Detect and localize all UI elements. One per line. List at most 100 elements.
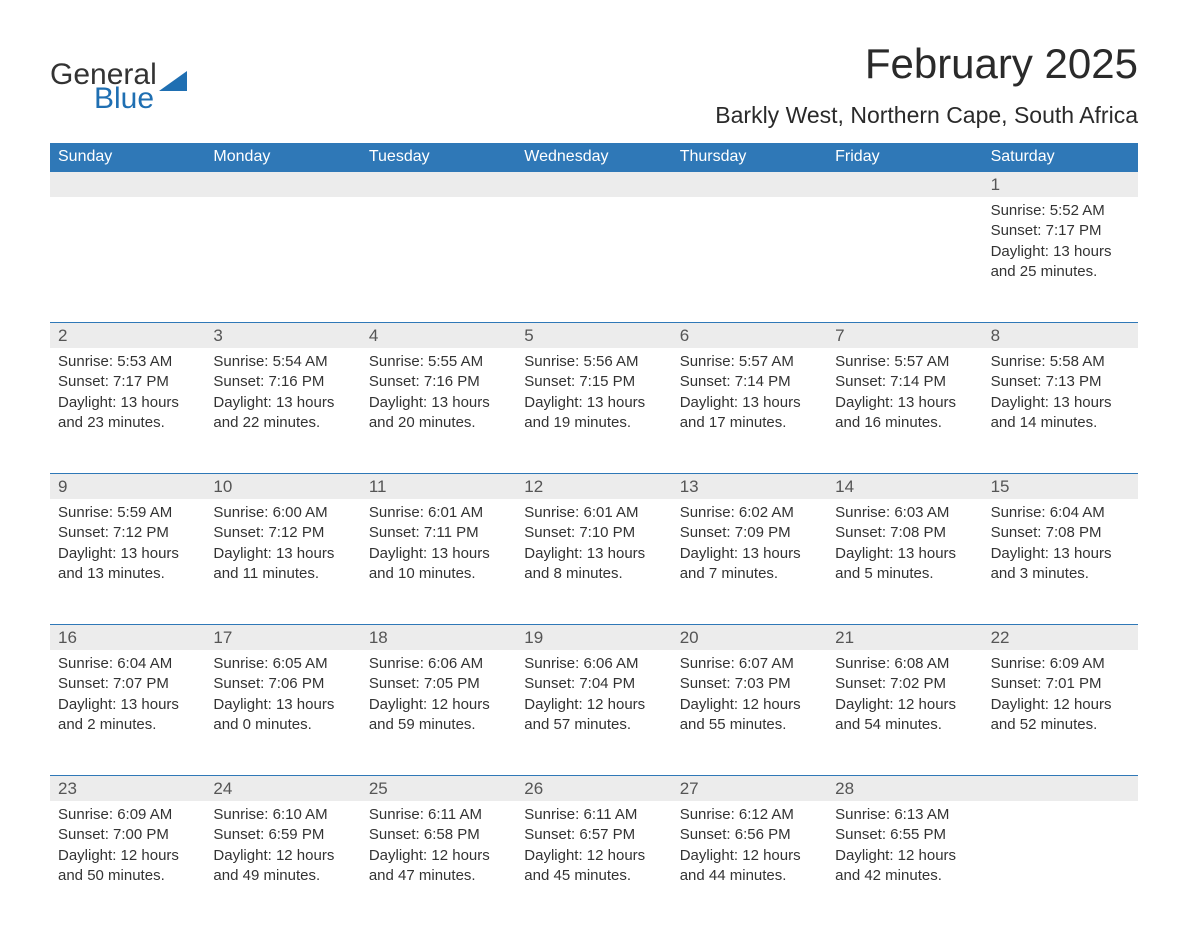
weekday-header: Monday — [205, 143, 360, 171]
day-cell: Sunrise: 6:10 AMSunset: 6:59 PMDaylight:… — [205, 801, 360, 926]
daylight-line: Daylight: 12 hours and 49 minutes. — [213, 846, 352, 887]
sunset-line: Sunset: 7:09 PM — [680, 523, 819, 543]
day-number: 20 — [672, 625, 827, 650]
day-number: 17 — [205, 625, 360, 650]
sunset-line: Sunset: 7:08 PM — [991, 523, 1130, 543]
daylight-line: Daylight: 13 hours and 20 minutes. — [369, 393, 508, 434]
weekday-header-row: SundayMondayTuesdayWednesdayThursdayFrid… — [50, 143, 1138, 171]
sunrise-line: Sunrise: 6:04 AM — [991, 503, 1130, 523]
day-number: 15 — [983, 474, 1138, 499]
day-cell: Sunrise: 5:56 AMSunset: 7:15 PMDaylight:… — [516, 348, 671, 473]
day-cell: Sunrise: 5:55 AMSunset: 7:16 PMDaylight:… — [361, 348, 516, 473]
day-number: 27 — [672, 776, 827, 801]
daylight-line: Daylight: 13 hours and 2 minutes. — [58, 695, 197, 736]
daylight-line: Daylight: 12 hours and 47 minutes. — [369, 846, 508, 887]
day-number: 22 — [983, 625, 1138, 650]
day-number-strip: 9101112131415 — [50, 473, 1138, 499]
daylight-line: Daylight: 12 hours and 50 minutes. — [58, 846, 197, 887]
day-number: 25 — [361, 776, 516, 801]
calendar: SundayMondayTuesdayWednesdayThursdayFrid… — [50, 143, 1138, 926]
daylight-line: Daylight: 12 hours and 54 minutes. — [835, 695, 974, 736]
daylight-line: Daylight: 12 hours and 45 minutes. — [524, 846, 663, 887]
title-block: February 2025 Barkly West, Northern Cape… — [715, 40, 1138, 137]
sunrise-line: Sunrise: 5:57 AM — [835, 352, 974, 372]
logo: General Blue — [50, 40, 187, 116]
logo-sail-icon — [159, 65, 187, 85]
sunrise-line: Sunrise: 6:05 AM — [213, 654, 352, 674]
week-block: 1Sunrise: 5:52 AMSunset: 7:17 PMDaylight… — [50, 171, 1138, 322]
day-number: 11 — [361, 474, 516, 499]
weekday-header: Thursday — [672, 143, 827, 171]
day-number: 24 — [205, 776, 360, 801]
day-cell: Sunrise: 6:06 AMSunset: 7:05 PMDaylight:… — [361, 650, 516, 775]
day-number: 16 — [50, 625, 205, 650]
week-row: Sunrise: 6:04 AMSunset: 7:07 PMDaylight:… — [50, 650, 1138, 775]
day-number — [827, 172, 982, 197]
sunrise-line: Sunrise: 6:06 AM — [369, 654, 508, 674]
day-number — [516, 172, 671, 197]
day-number-strip: 2345678 — [50, 322, 1138, 348]
week-block: 9101112131415Sunrise: 5:59 AMSunset: 7:1… — [50, 473, 1138, 624]
sunset-line: Sunset: 7:04 PM — [524, 674, 663, 694]
day-number: 19 — [516, 625, 671, 650]
daylight-line: Daylight: 12 hours and 59 minutes. — [369, 695, 508, 736]
sunrise-line: Sunrise: 6:09 AM — [58, 805, 197, 825]
day-cell: Sunrise: 5:52 AMSunset: 7:17 PMDaylight:… — [983, 197, 1138, 322]
sunrise-line: Sunrise: 6:08 AM — [835, 654, 974, 674]
sunrise-line: Sunrise: 6:09 AM — [991, 654, 1130, 674]
day-cell: Sunrise: 6:09 AMSunset: 7:01 PMDaylight:… — [983, 650, 1138, 775]
day-number: 28 — [827, 776, 982, 801]
day-number: 14 — [827, 474, 982, 499]
day-number: 10 — [205, 474, 360, 499]
daylight-line: Daylight: 13 hours and 16 minutes. — [835, 393, 974, 434]
sunset-line: Sunset: 7:10 PM — [524, 523, 663, 543]
sunrise-line: Sunrise: 6:11 AM — [524, 805, 663, 825]
day-number — [205, 172, 360, 197]
sunset-line: Sunset: 7:15 PM — [524, 372, 663, 392]
day-cell: Sunrise: 6:02 AMSunset: 7:09 PMDaylight:… — [672, 499, 827, 624]
day-number-strip: 1 — [50, 171, 1138, 197]
day-cell — [672, 197, 827, 322]
day-cell: Sunrise: 5:53 AMSunset: 7:17 PMDaylight:… — [50, 348, 205, 473]
page-title: February 2025 — [715, 40, 1138, 88]
weeks-container: 1Sunrise: 5:52 AMSunset: 7:17 PMDaylight… — [50, 171, 1138, 926]
day-cell: Sunrise: 6:01 AMSunset: 7:11 PMDaylight:… — [361, 499, 516, 624]
day-number: 6 — [672, 323, 827, 348]
day-number: 7 — [827, 323, 982, 348]
day-number: 23 — [50, 776, 205, 801]
day-cell: Sunrise: 6:05 AMSunset: 7:06 PMDaylight:… — [205, 650, 360, 775]
weekday-header: Sunday — [50, 143, 205, 171]
weekday-header: Wednesday — [516, 143, 671, 171]
sunset-line: Sunset: 7:00 PM — [58, 825, 197, 845]
daylight-line: Daylight: 12 hours and 44 minutes. — [680, 846, 819, 887]
day-cell: Sunrise: 6:13 AMSunset: 6:55 PMDaylight:… — [827, 801, 982, 926]
sunset-line: Sunset: 6:58 PM — [369, 825, 508, 845]
daylight-line: Daylight: 12 hours and 42 minutes. — [835, 846, 974, 887]
daylight-line: Daylight: 13 hours and 11 minutes. — [213, 544, 352, 585]
sunset-line: Sunset: 7:17 PM — [58, 372, 197, 392]
week-block: 16171819202122Sunrise: 6:04 AMSunset: 7:… — [50, 624, 1138, 775]
daylight-line: Daylight: 12 hours and 55 minutes. — [680, 695, 819, 736]
sunset-line: Sunset: 7:16 PM — [213, 372, 352, 392]
day-number: 4 — [361, 323, 516, 348]
day-cell — [205, 197, 360, 322]
day-number: 9 — [50, 474, 205, 499]
daylight-line: Daylight: 12 hours and 52 minutes. — [991, 695, 1130, 736]
daylight-line: Daylight: 13 hours and 14 minutes. — [991, 393, 1130, 434]
sunset-line: Sunset: 7:14 PM — [835, 372, 974, 392]
sunrise-line: Sunrise: 6:00 AM — [213, 503, 352, 523]
day-number — [361, 172, 516, 197]
day-number — [50, 172, 205, 197]
sunset-line: Sunset: 7:11 PM — [369, 523, 508, 543]
sunset-line: Sunset: 7:12 PM — [58, 523, 197, 543]
day-cell: Sunrise: 5:58 AMSunset: 7:13 PMDaylight:… — [983, 348, 1138, 473]
sunrise-line: Sunrise: 6:01 AM — [369, 503, 508, 523]
daylight-line: Daylight: 13 hours and 10 minutes. — [369, 544, 508, 585]
sunrise-line: Sunrise: 5:52 AM — [991, 201, 1130, 221]
sunrise-line: Sunrise: 6:11 AM — [369, 805, 508, 825]
sunset-line: Sunset: 6:59 PM — [213, 825, 352, 845]
daylight-line: Daylight: 13 hours and 7 minutes. — [680, 544, 819, 585]
daylight-line: Daylight: 13 hours and 17 minutes. — [680, 393, 819, 434]
sunrise-line: Sunrise: 5:55 AM — [369, 352, 508, 372]
day-number: 8 — [983, 323, 1138, 348]
